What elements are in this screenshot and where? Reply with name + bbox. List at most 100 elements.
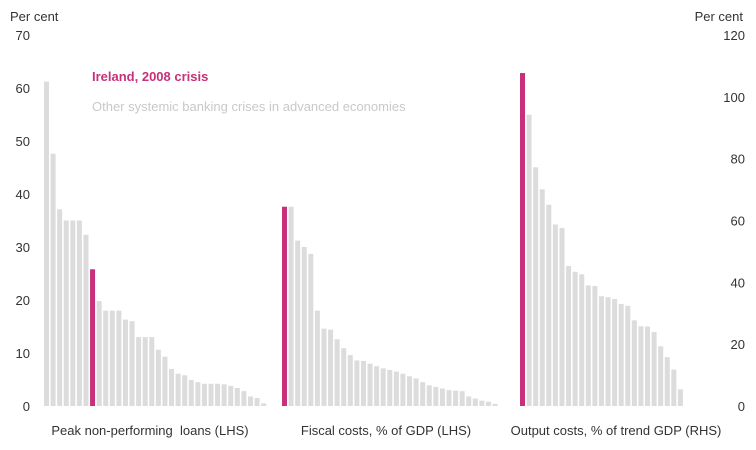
bar (466, 396, 472, 406)
group-label: Output costs, % of trend GDP (RHS) (511, 423, 722, 438)
bar (612, 299, 618, 406)
bar-highlight (282, 206, 287, 406)
bar (374, 366, 380, 406)
bar (453, 390, 459, 406)
bar (387, 369, 393, 406)
bar (631, 320, 637, 406)
bar (201, 383, 207, 406)
left-tick-label: 70 (16, 28, 30, 43)
bar (228, 385, 234, 406)
right-axis: 0 20 40 60 80 100 120 (723, 28, 745, 414)
bar (182, 375, 188, 406)
bar (341, 348, 347, 406)
bar (215, 383, 221, 406)
left-tick-label: 50 (16, 134, 30, 149)
bar (572, 271, 578, 406)
bar (288, 206, 294, 406)
bar (664, 357, 670, 406)
bar (579, 274, 585, 406)
left-tick-label: 0 (23, 399, 30, 414)
bar (671, 369, 677, 406)
bar (96, 301, 102, 406)
bar (472, 398, 478, 406)
bar (103, 310, 109, 406)
bar (155, 349, 161, 406)
bar (658, 346, 664, 406)
bar (479, 400, 485, 406)
bar (136, 337, 142, 406)
bar-highlight (520, 73, 525, 406)
bar-highlight (90, 269, 96, 406)
right-tick-label: 120 (723, 28, 745, 43)
bar (393, 371, 399, 406)
bar (651, 332, 657, 406)
bar (618, 303, 624, 406)
bar (76, 220, 82, 406)
bar (149, 337, 155, 406)
bar (129, 321, 135, 406)
bar (367, 363, 373, 406)
left-axis: 0 10 20 30 40 50 60 70 (16, 28, 30, 414)
bar (360, 360, 366, 406)
bar (605, 297, 611, 406)
bar (552, 224, 558, 406)
bar (195, 382, 201, 406)
left-axis-unit: Per cent (10, 9, 59, 24)
right-tick-label: 100 (723, 90, 745, 105)
bar (221, 384, 227, 406)
bar-group (520, 73, 683, 406)
bar (407, 376, 413, 406)
group-label: Fiscal costs, % of GDP (LHS) (301, 423, 471, 438)
bar (492, 403, 498, 406)
bar (122, 319, 128, 406)
bar (380, 368, 386, 406)
bar (234, 387, 240, 406)
bar (420, 382, 426, 406)
bar (142, 337, 148, 406)
bar (261, 403, 267, 406)
bar (116, 310, 122, 406)
bar (645, 326, 651, 406)
bar (70, 220, 76, 406)
left-tick-label: 10 (16, 346, 30, 361)
bar (533, 167, 539, 406)
bar (677, 389, 683, 406)
bar (63, 220, 69, 406)
right-tick-label: 0 (738, 399, 745, 414)
bar (169, 368, 175, 406)
bar (334, 339, 340, 406)
bar-group (282, 206, 498, 406)
left-tick-label: 60 (16, 81, 30, 96)
bar (347, 355, 353, 406)
bar (44, 81, 49, 406)
bar (400, 373, 406, 406)
bar (50, 153, 56, 406)
bar (208, 383, 214, 406)
bar-group (44, 81, 267, 406)
bar (592, 286, 598, 406)
right-tick-label: 40 (731, 275, 745, 290)
bar (598, 296, 604, 406)
bar (566, 265, 572, 406)
bar (485, 401, 491, 406)
bar (175, 373, 181, 406)
bar (308, 253, 314, 406)
legend-item-other: Other systemic banking crises in advance… (92, 99, 406, 114)
bar (314, 310, 320, 406)
bar (546, 204, 552, 406)
bar (446, 390, 452, 406)
right-tick-label: 60 (731, 214, 745, 229)
bar (328, 329, 334, 406)
bar (295, 240, 301, 406)
bar (559, 227, 565, 406)
bar (241, 391, 247, 406)
bar (585, 285, 591, 406)
bar (413, 378, 419, 406)
right-axis-unit: Per cent (695, 9, 744, 24)
group-label: Peak non-performing loans (LHS) (51, 423, 248, 438)
right-tick-label: 20 (731, 337, 745, 352)
bar (109, 310, 115, 406)
bar (162, 356, 168, 406)
